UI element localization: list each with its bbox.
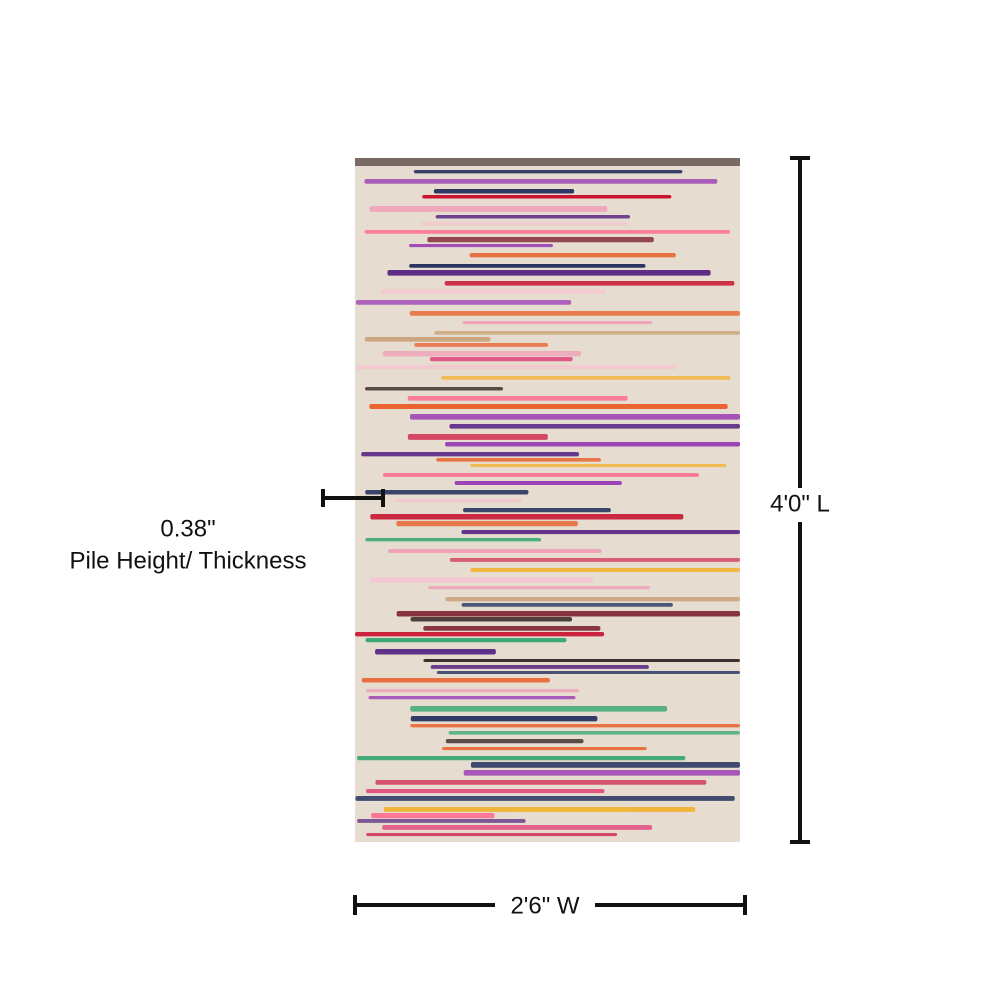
stripe xyxy=(355,300,572,305)
stripe xyxy=(423,626,601,631)
stripe xyxy=(382,473,700,477)
stripe xyxy=(423,659,740,663)
thickness-marker xyxy=(321,489,385,507)
stripe xyxy=(396,521,578,527)
stripe xyxy=(430,665,649,669)
stripe xyxy=(436,458,601,462)
stripe xyxy=(463,508,611,513)
width-label: 2'6" W xyxy=(510,892,579,919)
stripe xyxy=(365,789,605,794)
stripe xyxy=(357,756,686,761)
stripe xyxy=(366,833,618,837)
stripe xyxy=(409,311,740,316)
stripe xyxy=(361,452,579,457)
stripe xyxy=(410,617,573,622)
stripe xyxy=(368,696,576,700)
stripe xyxy=(357,819,526,823)
rug xyxy=(355,158,740,842)
stripe xyxy=(444,281,735,286)
label-backdrop xyxy=(760,488,840,522)
stripe xyxy=(375,780,707,785)
stripe xyxy=(413,170,683,174)
stripe xyxy=(469,253,676,258)
stripe xyxy=(355,796,735,801)
label-backdrop xyxy=(495,888,595,922)
stripe xyxy=(410,716,598,722)
stripe xyxy=(365,538,542,542)
stripe xyxy=(433,189,575,194)
stripe xyxy=(462,321,653,325)
stripe xyxy=(369,404,728,409)
stripe xyxy=(369,577,594,583)
stripe xyxy=(470,568,740,573)
stripe xyxy=(470,762,740,768)
rug-top-edge xyxy=(355,158,740,166)
stripe xyxy=(375,649,496,655)
thickness-value: 0.38" xyxy=(160,515,215,542)
stripe xyxy=(371,813,495,819)
stripe xyxy=(427,237,654,243)
stripe xyxy=(409,264,646,268)
stripe xyxy=(382,351,582,357)
stripe xyxy=(454,481,622,486)
stripe xyxy=(409,244,553,248)
stripe xyxy=(428,586,651,590)
stripe xyxy=(420,222,629,226)
stripe xyxy=(396,611,740,617)
stripe xyxy=(361,678,550,683)
stripe xyxy=(410,724,740,728)
stripe xyxy=(355,632,605,637)
stripe xyxy=(364,230,731,234)
stripe xyxy=(387,270,711,276)
stripe xyxy=(434,331,740,335)
stripe xyxy=(449,558,740,562)
stripe xyxy=(364,179,718,184)
stripe xyxy=(461,603,673,607)
stripe xyxy=(435,215,631,219)
stripe xyxy=(463,770,740,776)
length-label: 4'0" L xyxy=(770,490,830,517)
stripe xyxy=(449,424,740,429)
stripe xyxy=(441,747,647,751)
stripe xyxy=(410,706,668,712)
stripe xyxy=(445,739,584,744)
stripe xyxy=(388,549,602,553)
stripe xyxy=(382,825,653,830)
stripe xyxy=(380,289,606,295)
stripe xyxy=(410,414,740,420)
stripe xyxy=(364,387,504,391)
stripe xyxy=(448,731,740,735)
stripe xyxy=(370,514,684,520)
stripe xyxy=(461,530,740,535)
stripe xyxy=(407,396,628,401)
stripe xyxy=(429,357,573,362)
stripe xyxy=(445,597,740,602)
stripe xyxy=(356,365,677,370)
stripe xyxy=(365,638,567,643)
stripe xyxy=(383,807,696,812)
stripe xyxy=(364,337,491,342)
stripe xyxy=(445,442,740,447)
stripe xyxy=(365,689,580,693)
stripe xyxy=(470,464,727,468)
stripe xyxy=(407,434,548,440)
stripe xyxy=(436,671,740,675)
stripe xyxy=(422,195,672,199)
stripe xyxy=(441,376,731,380)
thickness-label: Pile Height/ Thickness xyxy=(70,547,307,574)
stripe xyxy=(414,343,549,347)
stripe xyxy=(394,499,522,503)
stripe xyxy=(365,490,529,495)
stripe xyxy=(369,206,608,212)
